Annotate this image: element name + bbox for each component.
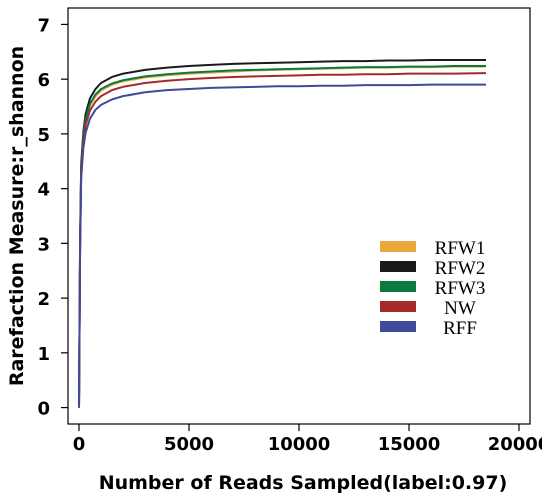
y-tick-label: 5: [37, 125, 50, 146]
series-line-rff: [78, 83, 486, 408]
y-tick-label: 2: [37, 289, 50, 310]
y-tick-label: 7: [37, 15, 50, 36]
series-line-rfw3: [78, 65, 486, 408]
series-line-rfw2: [78, 59, 486, 408]
series-line-nw: [78, 72, 487, 408]
y-tick-label: 6: [37, 70, 50, 91]
x-tick-label: 10000: [268, 434, 331, 455]
y-tick-label: 1: [37, 344, 50, 365]
x-axis-title: Number of Reads Sampled(label:0.97): [99, 472, 508, 494]
y-axis: 0 1 2 3 4 5 6 7: [37, 15, 68, 420]
y-axis-title: Rarefaction Measure:r_shannon: [6, 46, 28, 386]
legend-label-nw: NW: [444, 298, 476, 319]
legend-label-rff: RFF: [443, 318, 477, 339]
x-tick-label: 0: [73, 434, 86, 455]
series-line-rfw1: [78, 65, 486, 408]
series-lines: [78, 59, 487, 408]
legend-label-rfw2: RFW2: [435, 258, 486, 279]
legend-swatch-rff: [380, 321, 416, 332]
legend-swatch-rfw3: [380, 281, 416, 292]
legend-swatch-rfw1: [380, 241, 416, 252]
x-tick-label: 5000: [164, 434, 214, 455]
y-tick-label: 0: [37, 399, 50, 420]
legend-label-rfw1: RFW1: [435, 238, 486, 259]
legend-swatch-rfw2: [380, 261, 416, 272]
legend-label-rfw3: RFW3: [435, 278, 486, 299]
legend-swatch-nw: [380, 301, 416, 312]
x-tick-label: 15000: [378, 434, 441, 455]
y-tick-label: 3: [37, 234, 50, 255]
y-tick-label: 4: [37, 180, 50, 201]
